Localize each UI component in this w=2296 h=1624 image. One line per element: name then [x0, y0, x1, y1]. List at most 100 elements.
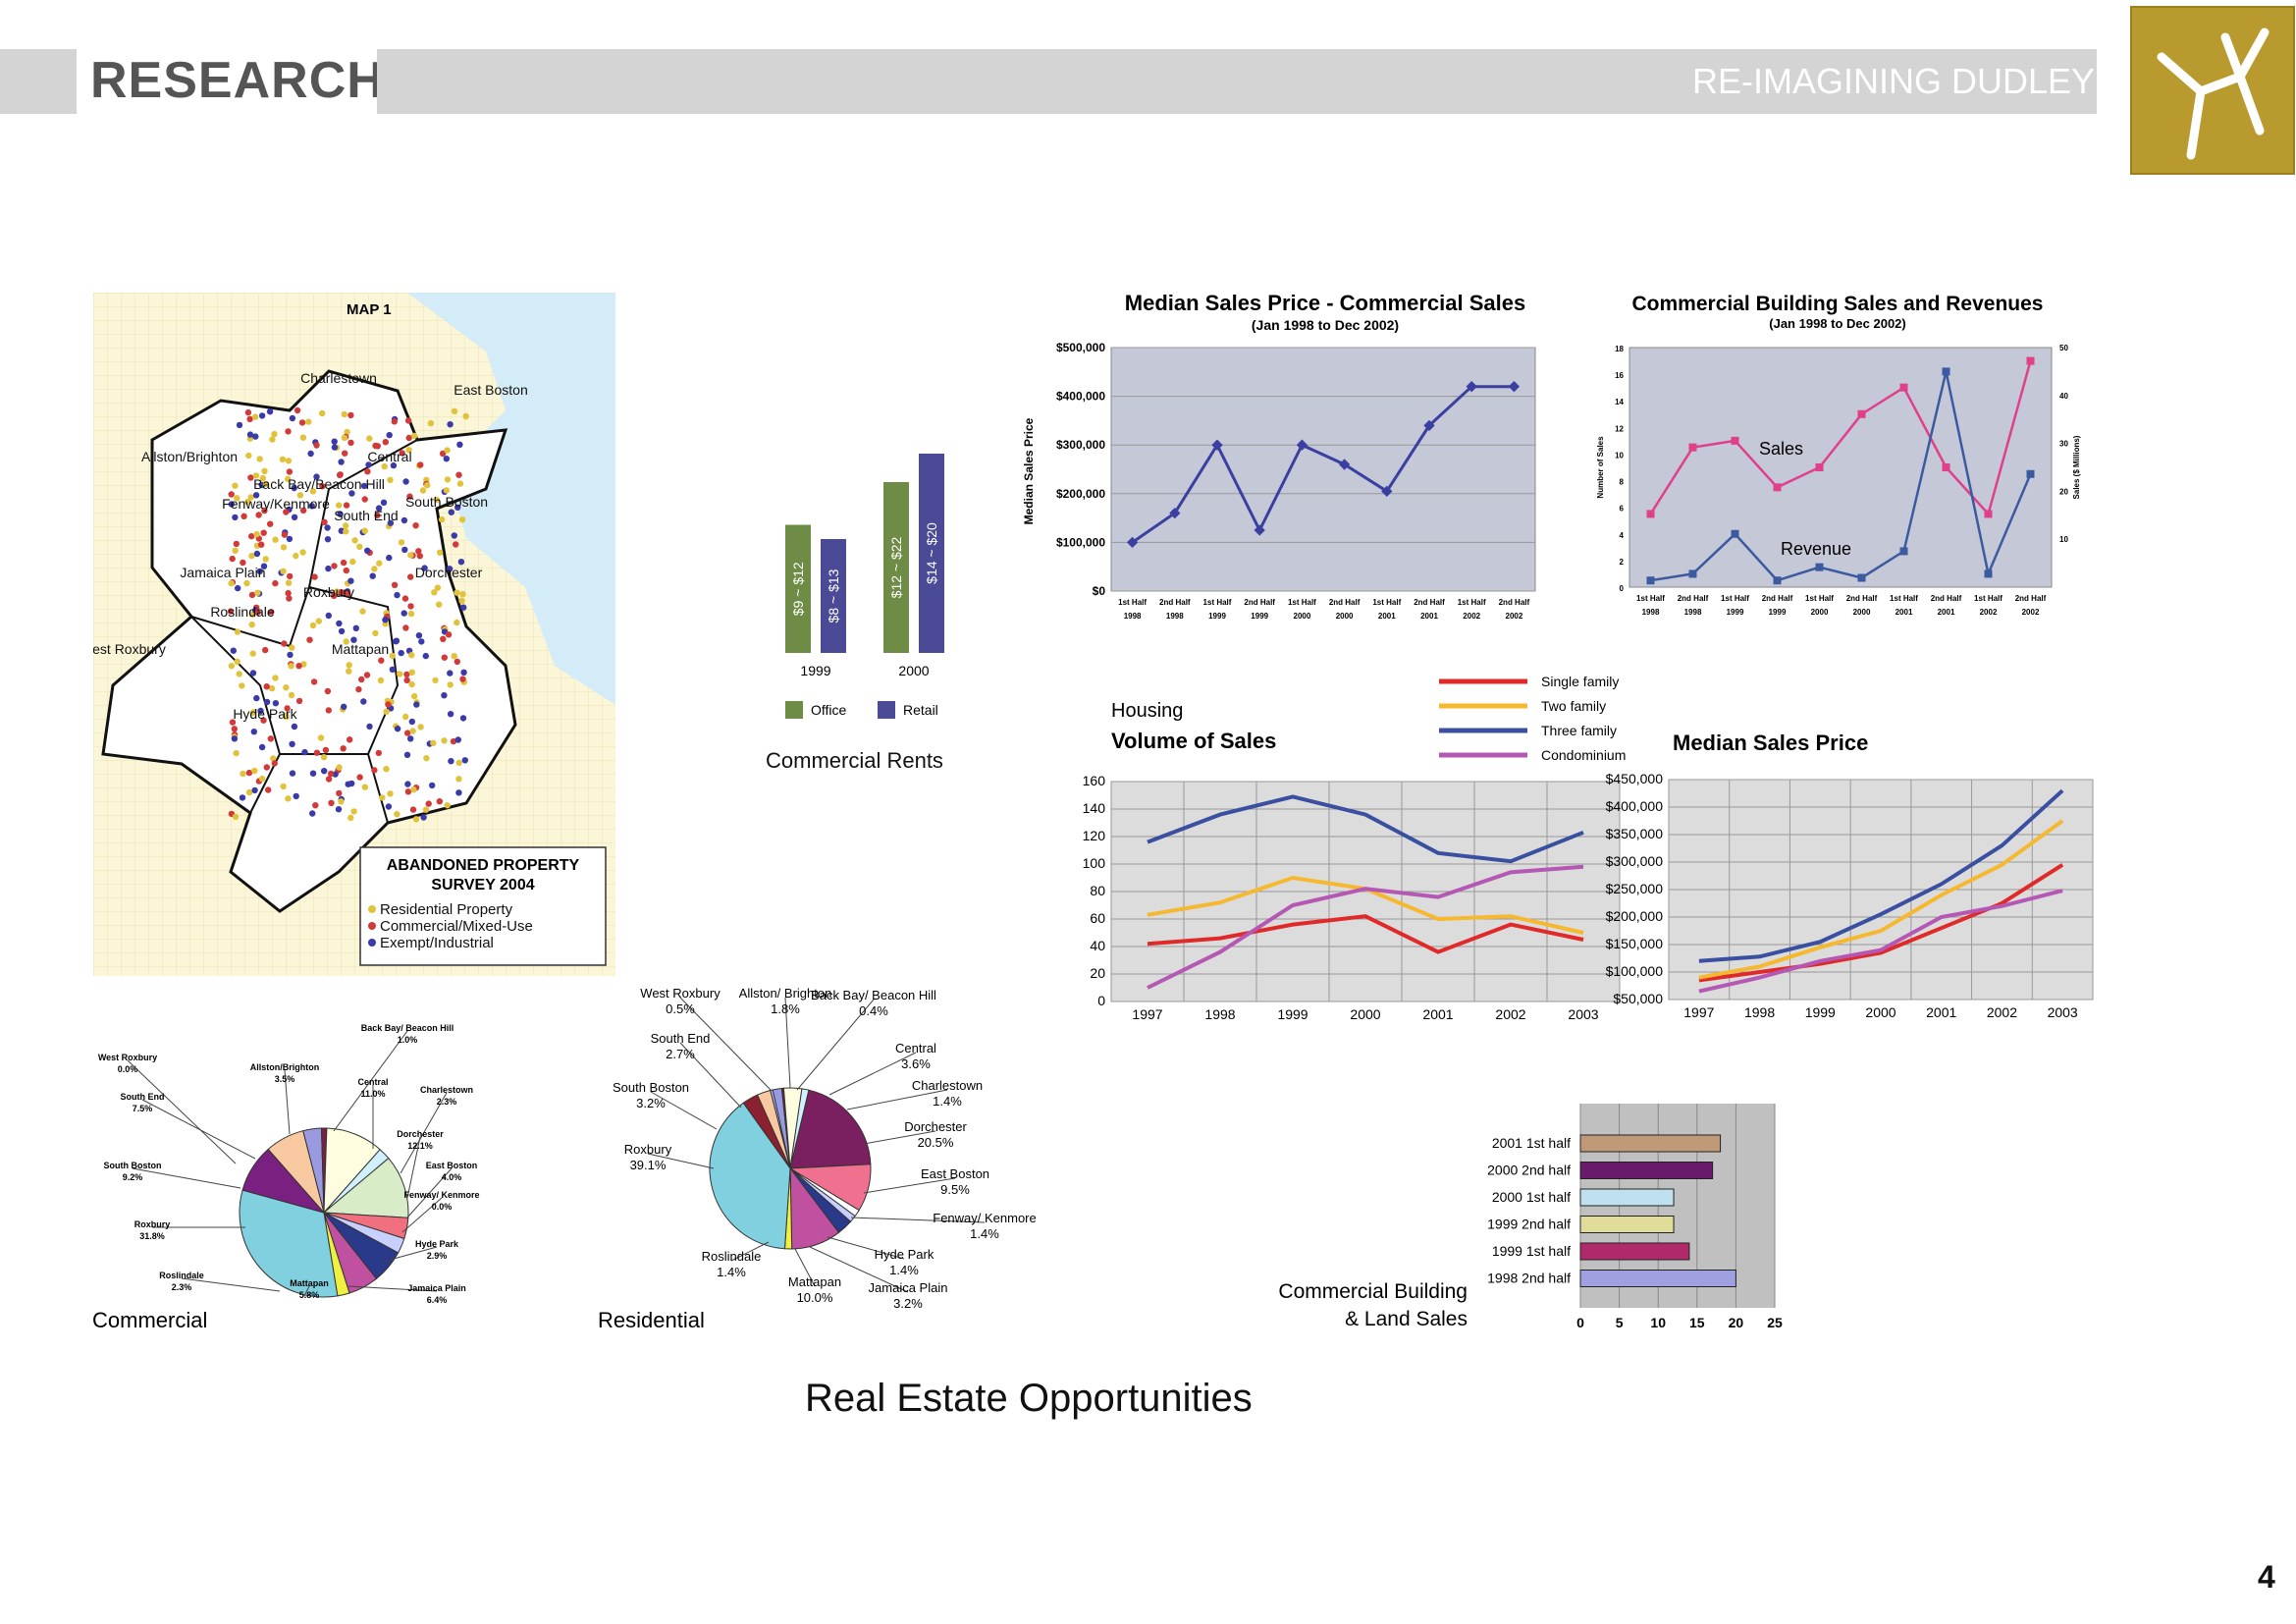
y-tick-label: $200,000	[1606, 908, 1664, 924]
map-dot	[321, 768, 328, 775]
map-dot	[454, 736, 461, 743]
map-dot	[371, 767, 378, 774]
pie-label: Mattapan	[290, 1278, 329, 1288]
chart-caption: & Land Sales	[1345, 1308, 1468, 1330]
y-tick-label: 4	[1620, 531, 1625, 540]
map-dot	[436, 601, 443, 608]
pie-leader	[141, 1099, 256, 1160]
map-dot	[456, 480, 464, 487]
map-dot	[364, 468, 371, 475]
hbar	[1579, 1270, 1736, 1287]
map-dot	[327, 770, 335, 778]
map-dot	[324, 687, 332, 695]
y-tick-label: 0	[1620, 584, 1625, 593]
x-tick-label: 5	[1616, 1315, 1624, 1330]
map-dot	[349, 558, 356, 566]
map-dot	[263, 683, 270, 690]
map-dot	[300, 661, 307, 668]
map-dot	[261, 507, 268, 514]
x-tick-label: 10	[1650, 1315, 1666, 1330]
pie-leader	[401, 1197, 443, 1233]
map-dot	[458, 597, 465, 605]
pie-leader	[650, 1091, 718, 1130]
map-dot	[394, 811, 400, 818]
pie-label: Back Bay/ Beacon Hill	[361, 1023, 454, 1033]
pie-slice	[756, 1089, 791, 1169]
pie-label: Dorchester	[397, 1129, 444, 1139]
map-dot	[356, 774, 363, 781]
pie-label: East Boston	[921, 1166, 989, 1181]
map-dot	[299, 507, 307, 514]
series-line	[1147, 864, 1584, 990]
y-tick-label: 20	[1090, 965, 1105, 981]
map-dot	[386, 554, 393, 562]
data-point	[1646, 510, 1655, 518]
map-dot	[418, 638, 425, 645]
map-dot	[262, 480, 270, 487]
x-tick-label: 2002	[1463, 612, 1480, 621]
map-dot	[336, 764, 343, 771]
map-dot	[240, 513, 247, 519]
pie-label: Dorchester	[904, 1119, 967, 1134]
map-dot	[247, 494, 254, 501]
pie-leader	[863, 1177, 956, 1194]
map-dot	[459, 591, 466, 598]
map-neighborhood-label: Roxbury	[303, 584, 354, 600]
map-dot	[232, 482, 239, 489]
pie-value: 20.5%	[918, 1135, 954, 1150]
map-dot	[371, 566, 378, 572]
y-tick-label: $350,000	[1606, 826, 1664, 841]
map-dot	[348, 780, 355, 787]
map-dot	[407, 603, 414, 610]
map-dot	[366, 723, 373, 731]
x-tick-label: 2nd Half	[1499, 598, 1530, 607]
map-dot	[281, 640, 288, 647]
x-tick-label: 2003	[1568, 1006, 1598, 1022]
map-neighborhood-label: Roslindale	[210, 604, 275, 620]
rent-legend-label: Office	[811, 702, 847, 718]
commercial-building-sales-revenues-chart: 0 2 4 6 8 10 12 14 16 18 1st Half 1998 2nd Half 1998 1…	[1596, 293, 2081, 617]
map-dot	[447, 711, 454, 718]
map-dot	[462, 412, 469, 420]
map-dot	[236, 671, 242, 677]
map-dot	[437, 549, 444, 556]
x-tick-label: 1999	[1208, 612, 1226, 621]
data-point	[1815, 563, 1824, 571]
map-dot	[336, 502, 343, 509]
map-legend-title-1: ABANDONED PROPERTY	[387, 857, 580, 874]
map-dot	[229, 719, 237, 726]
y2-tick-label: 10	[2059, 535, 2068, 544]
data-point	[1942, 367, 1950, 376]
map-dot	[402, 478, 409, 485]
map-dot	[385, 701, 392, 708]
map-dot	[260, 563, 268, 569]
y-tick-label: 1999 2nd half	[1487, 1217, 1571, 1232]
data-point	[1942, 463, 1950, 471]
map-dot	[425, 800, 432, 807]
map-dot	[438, 515, 446, 523]
data-point	[1984, 569, 1993, 578]
pie-leader	[796, 999, 875, 1091]
map-dot	[455, 759, 462, 767]
series-line	[1649, 360, 2032, 516]
commercial-rents-caption: Commercial Rents	[766, 748, 943, 773]
map-dot	[361, 527, 368, 534]
pie-value: 1.4%	[970, 1226, 999, 1241]
pie-value: 1.0%	[398, 1035, 418, 1045]
map-dot	[271, 430, 278, 438]
pie-caption: Residential	[598, 1308, 705, 1332]
pie-label: East Boston	[426, 1161, 478, 1170]
x-tick-label: 2nd Half	[1931, 594, 1962, 603]
pie-label: West Roxbury	[98, 1053, 157, 1062]
map-dot	[420, 814, 427, 821]
pie-value: 1.4%	[889, 1263, 919, 1277]
map-dot	[447, 681, 454, 688]
map-dot	[266, 408, 274, 415]
page-number: 4	[2258, 1559, 2275, 1595]
map-property-dots	[227, 406, 469, 823]
x-tick-label: 2001	[1422, 1006, 1453, 1022]
series-line	[1147, 794, 1584, 864]
map-dot	[293, 792, 299, 800]
pie-leader	[647, 1153, 715, 1169]
map-neighborhood-labels: Charlestown East Boston Allston/Brighton Ce…	[80, 370, 528, 722]
